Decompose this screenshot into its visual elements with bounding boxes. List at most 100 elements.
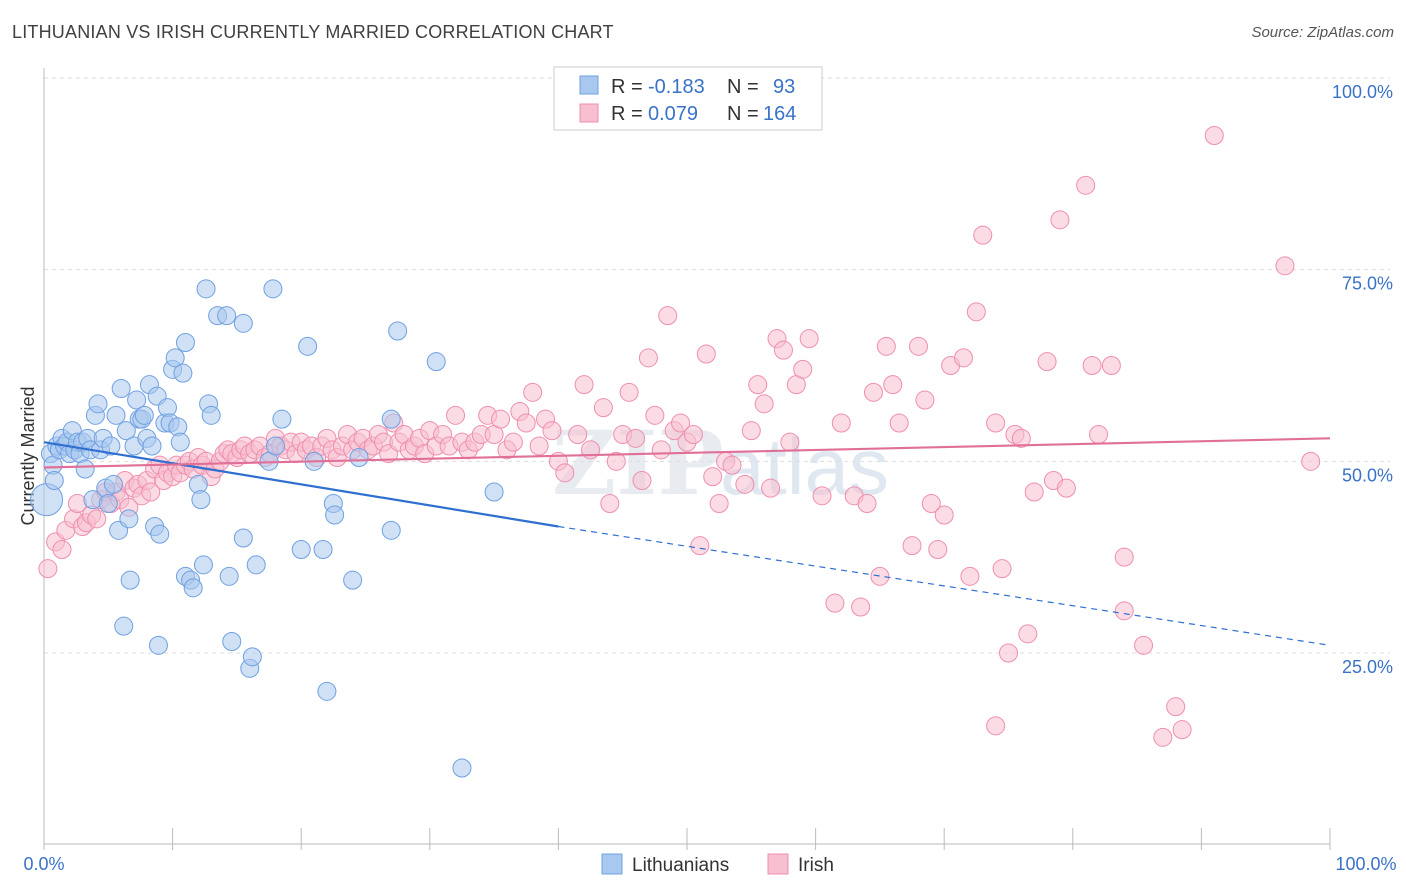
irish-point: [825, 593, 845, 613]
irish-point: [773, 340, 793, 360]
lithuanian-point: [193, 555, 213, 575]
irish-point: [735, 474, 755, 494]
lithuanian-point: [242, 647, 262, 667]
lithuanian-point: [484, 482, 504, 502]
lithuanian-point: [196, 279, 216, 299]
lithuanian-point: [114, 616, 134, 636]
bottom-legend-lithuanians: Lithuanians: [632, 855, 729, 876]
lithuanian-point: [134, 405, 154, 425]
irish-point: [812, 486, 832, 506]
legend-n-value-2: 164: [763, 103, 796, 125]
irish-point: [754, 394, 774, 414]
lithuanian-point: [75, 459, 95, 479]
lithuanian-point: [349, 448, 369, 467]
lithuanian-point: [381, 520, 401, 540]
y-tick-labels: 25.0% 50.0% 75.0% 100.0%: [1332, 82, 1393, 677]
irish-point: [542, 421, 562, 441]
irish-point: [908, 336, 928, 356]
legend-r-label-2: R =: [611, 103, 643, 125]
irish-point: [748, 375, 768, 395]
irish-point: [555, 463, 575, 483]
lithuanian-point: [98, 494, 118, 513]
bottom-legend-irish: Irish: [798, 855, 834, 876]
lithuanian-point: [325, 505, 345, 525]
irish-point: [523, 382, 543, 402]
lithuanian-point: [165, 348, 185, 368]
lithuanian-point: [173, 363, 193, 383]
lithuanian-point: [381, 409, 401, 429]
lithuanian-point: [426, 352, 446, 372]
irish-point: [446, 405, 466, 425]
irish-point: [1037, 352, 1057, 372]
lithuanian-point: [119, 509, 139, 529]
source-note: Source: ZipAtlas.com: [1251, 24, 1394, 41]
y-tick-label-75: 75.0%: [1342, 274, 1393, 294]
irish-point: [902, 536, 922, 556]
irish-point: [619, 382, 639, 402]
lithuanian-point: [170, 432, 190, 452]
y-tick-label-25: 25.0%: [1342, 657, 1393, 677]
lithuanian-point: [219, 566, 239, 586]
irish-point: [1275, 256, 1295, 276]
lithuanians-trend-extension: [558, 525, 1331, 646]
x-tick-label-100: 100.0%: [1335, 854, 1396, 874]
irish-point: [992, 559, 1012, 579]
irish-point: [141, 482, 161, 502]
legend-box: [553, 66, 823, 131]
irish-point: [1134, 635, 1154, 655]
legend-swatch-irish: [579, 103, 599, 123]
bottom-legend-swatch-lithuanians: [601, 853, 623, 875]
chart-title: LITHUANIAN VS IRISH CURRENTLY MARRIED CO…: [12, 22, 614, 42]
irish-point: [651, 440, 671, 460]
irish-point: [973, 225, 993, 245]
lithuanian-point: [263, 279, 283, 299]
lithuanian-point: [233, 313, 253, 333]
lithuanian-point: [272, 409, 292, 429]
irish-point: [1101, 356, 1121, 375]
irish-point: [1089, 425, 1109, 444]
irish-point: [1024, 482, 1044, 502]
irish-point: [1114, 547, 1134, 567]
legend-n-value-1: 93: [773, 76, 795, 98]
x-tick-label-0: 0.0%: [23, 854, 64, 874]
irish-point: [780, 432, 800, 452]
lithuanian-point: [317, 681, 337, 701]
lithuanian-point: [101, 436, 121, 456]
lithuanian-point: [142, 436, 162, 456]
lithuanian-point: [201, 405, 221, 425]
lithuanian-point: [452, 758, 472, 778]
irish-point: [1056, 478, 1076, 498]
lithuanian-point: [343, 570, 363, 590]
irish-point: [491, 409, 511, 429]
trend-lines: [43, 437, 1331, 646]
lithuanian-point: [222, 632, 242, 651]
irish-point: [709, 494, 729, 513]
irish-trend-line: [43, 437, 1331, 469]
irish-point: [703, 467, 723, 487]
irish-point: [626, 428, 646, 448]
lithuanian-point: [183, 578, 203, 598]
irish-point: [953, 348, 973, 368]
lithuanian-point: [217, 306, 237, 326]
irish-point: [857, 494, 877, 513]
irish-point: [683, 425, 703, 444]
irish-point: [1166, 697, 1186, 717]
irish-point: [928, 540, 948, 559]
lithuanian-point: [127, 390, 147, 410]
lithuanian-point: [120, 570, 140, 590]
irish-point: [690, 536, 710, 556]
irish-point: [516, 413, 536, 433]
legend-n-label-1: N =: [727, 76, 759, 98]
lithuanian-point: [388, 321, 408, 341]
lithuanian-point: [150, 524, 170, 544]
x-ticks: [43, 828, 1331, 850]
lithuanian-point: [106, 405, 126, 425]
lithuanian-point: [298, 336, 318, 356]
lithuanian-point: [313, 540, 333, 559]
y-tick-label-100: 100.0%: [1332, 82, 1393, 102]
irish-point: [799, 329, 819, 349]
lithuanian-point: [291, 540, 311, 559]
irish-point: [1018, 624, 1038, 644]
lithuanian-point: [265, 436, 285, 456]
